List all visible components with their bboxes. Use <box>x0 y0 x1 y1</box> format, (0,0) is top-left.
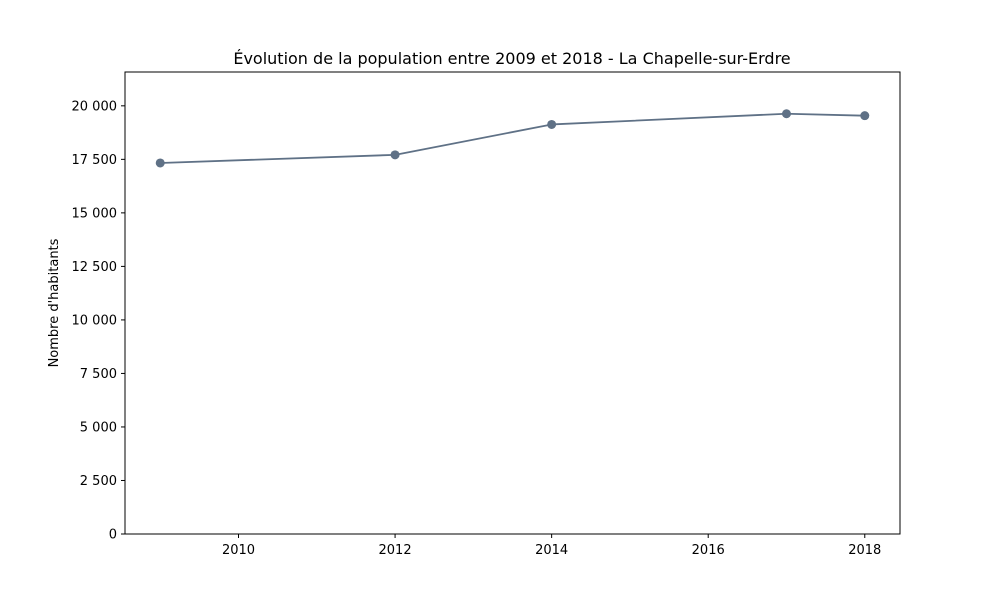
data-point <box>155 158 165 168</box>
x-tick-label: 2010 <box>222 543 255 558</box>
y-tick-label: 20 000 <box>72 99 118 114</box>
y-tick-label: 7 500 <box>80 367 117 382</box>
y-tick-label: 5 000 <box>80 420 117 435</box>
plot-area <box>155 109 870 168</box>
y-tick-label: 2 500 <box>80 474 117 489</box>
y-tick-label: 12 500 <box>72 260 118 275</box>
y-tick-label: 15 000 <box>72 206 118 221</box>
data-point <box>781 109 791 119</box>
data-point <box>390 150 400 160</box>
chart-title: Évolution de la population entre 2009 et… <box>233 49 790 68</box>
y-tick-label: 17 500 <box>72 153 118 168</box>
data-point <box>860 111 870 121</box>
x-tick-label: 2012 <box>379 543 412 558</box>
x-tick-label: 2014 <box>535 543 568 558</box>
y-tick-label: 0 <box>109 528 117 543</box>
y-tick-label: 10 000 <box>72 313 118 328</box>
x-tick-label: 2018 <box>848 543 881 558</box>
plot-frame <box>124 71 901 535</box>
y-axis-label: Nombre d'habitants <box>47 238 62 367</box>
data-point <box>547 119 557 129</box>
x-tick-label: 2016 <box>692 543 725 558</box>
